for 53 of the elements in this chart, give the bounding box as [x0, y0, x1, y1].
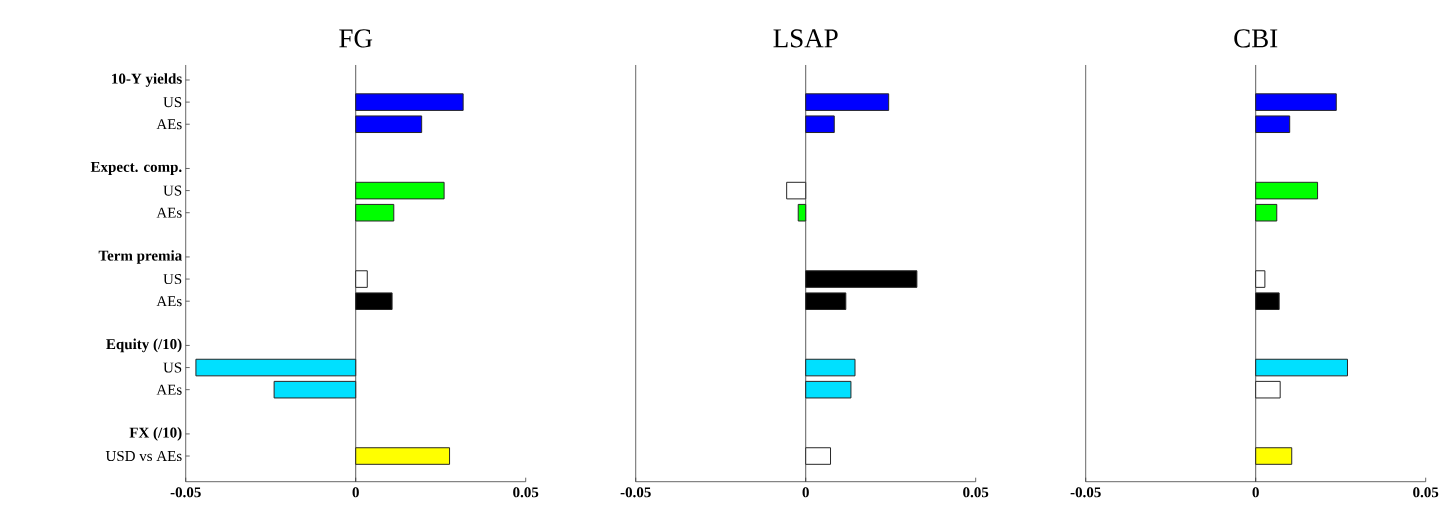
x-tick-label: -0.05: [170, 487, 201, 498]
bar: [1255, 181, 1319, 200]
y-tick-label: AEs: [156, 384, 182, 395]
y-tick-label: US: [163, 185, 182, 196]
chart-title: FG: [339, 29, 373, 48]
x-tick-label: 0.05: [1413, 487, 1439, 498]
bar: [805, 380, 852, 399]
bar: [1255, 447, 1293, 465]
bar: [805, 292, 847, 310]
bar: [805, 358, 856, 377]
y-tick-label: Expect. comp.: [90, 161, 182, 175]
bar: [355, 203, 395, 222]
bar: [797, 203, 807, 222]
bar: [273, 380, 357, 399]
bar: [1255, 292, 1280, 310]
bar: [355, 270, 368, 288]
y-tick-label: US: [163, 362, 182, 373]
bar: [355, 447, 451, 465]
x-tick-label: -0.05: [1070, 487, 1101, 498]
y-tick-label: US: [163, 97, 182, 108]
y-tick-label: AEs: [156, 119, 182, 130]
bar: [1255, 270, 1266, 288]
y-tick-label: Equity (/10): [106, 338, 182, 353]
x-tick-label: 0.05: [513, 487, 539, 498]
bar: [355, 93, 464, 111]
y-tick-label: USD vs AEs: [105, 451, 182, 462]
x-tick-label: -0.05: [620, 487, 651, 498]
y-tick-label: 10-Y yields: [112, 73, 182, 87]
bar: [355, 115, 423, 134]
bar: [805, 93, 890, 111]
bar: [786, 181, 807, 200]
y-tick-label: US: [163, 274, 182, 285]
x-tick-label: 0: [1252, 487, 1259, 498]
y-tick-label: Term premia: [98, 250, 182, 264]
bar: [195, 358, 357, 377]
bar: [355, 292, 393, 310]
bar: [805, 447, 832, 465]
bar: [355, 181, 445, 200]
bar: [1255, 115, 1291, 134]
bar: [805, 270, 918, 288]
x-tick-label: 0: [802, 487, 809, 498]
bar: [1255, 380, 1281, 399]
y-tick-label: AEs: [156, 296, 182, 307]
chart-title: CBI: [1234, 29, 1278, 48]
chart-title: LSAP: [773, 29, 838, 48]
x-tick-label: 0: [352, 487, 359, 498]
bar: [1255, 358, 1348, 377]
bar: [805, 115, 835, 134]
bar: [1255, 203, 1278, 222]
bar: [1255, 93, 1337, 111]
x-tick-label: 0.05: [963, 487, 989, 498]
y-tick-label: FX (/10): [129, 427, 182, 441]
y-tick-label: AEs: [156, 207, 182, 218]
